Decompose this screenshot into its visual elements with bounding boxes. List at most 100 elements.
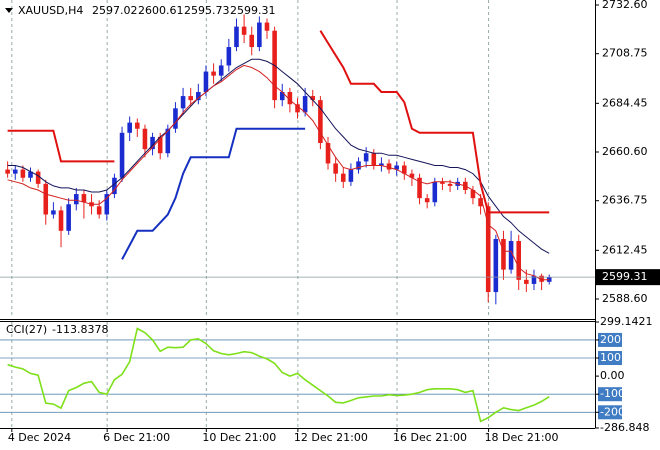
candle-body [539, 275, 544, 282]
candle-body [234, 26, 239, 48]
candle-body [516, 241, 522, 280]
candle-body [356, 161, 361, 170]
candle-body [546, 277, 552, 282]
candle-body [363, 153, 369, 162]
y-tick-label: -100 [600, 387, 625, 400]
last-price-label: 2599.31 [602, 270, 648, 283]
candle-body [173, 108, 178, 129]
x-tick-label: 10 Dec 21:00 [202, 431, 276, 444]
x-tick-label: 6 Dec 21:00 [103, 431, 170, 444]
candle-body [157, 136, 163, 154]
x-tick-label: 18 Dec 21:00 [485, 431, 559, 444]
y-tick-label: 299.1421 [600, 315, 653, 328]
candle-body [51, 210, 56, 215]
candle-body [43, 183, 49, 215]
y-tick-label: 2588.60 [602, 292, 648, 305]
candle-body [96, 206, 102, 215]
indicator-title: CCI(27) [6, 323, 47, 336]
candle-body [508, 241, 514, 270]
candle-body [257, 22, 262, 48]
high-value: 2600.61 [138, 4, 184, 17]
level-label-box [598, 332, 622, 347]
candle-body [119, 132, 125, 178]
candle-body [409, 173, 415, 178]
low-value: 2595.73 [184, 4, 230, 17]
candle-body [12, 169, 18, 174]
candle-body [165, 128, 171, 154]
symbol-menu-arrow[interactable] [5, 8, 13, 13]
candle-body [478, 198, 483, 207]
candle-body [279, 91, 285, 101]
candle-body [287, 91, 293, 105]
indicator-line [7, 30, 550, 214]
indicator-line [7, 64, 550, 281]
candle-body [386, 163, 392, 170]
symbol: XAUUSD,H4 [18, 4, 83, 17]
candle-body [432, 181, 438, 203]
candle-body [73, 194, 79, 205]
candle-body [226, 47, 232, 66]
candle-body [440, 181, 445, 184]
y-tick-label: 0.00 [600, 369, 625, 382]
indicator-line [121, 127, 306, 260]
close-value: 2599.31 [230, 4, 276, 17]
candle-body [188, 96, 193, 101]
y-tick-label: 2660.60 [602, 145, 648, 158]
candle-body [295, 104, 300, 113]
candle-body [218, 65, 224, 76]
candle-body [417, 177, 422, 199]
candle-body [249, 34, 255, 48]
candle-body [348, 169, 354, 182]
indicator-value: -113.8378 [52, 323, 108, 336]
level-label-box [598, 387, 622, 402]
indicator-line [7, 58, 550, 254]
candle-body [241, 26, 247, 35]
candle-body [58, 210, 64, 231]
candle-body [81, 194, 87, 203]
candle-body [524, 279, 529, 284]
x-tick-label: 12 Dec 21:00 [294, 431, 368, 444]
candle-body [501, 238, 506, 270]
level-label-box [598, 405, 622, 420]
candle-body [310, 96, 316, 101]
candle-body [196, 91, 201, 101]
candle-body [424, 198, 430, 203]
candle-body [371, 153, 377, 166]
candle-body [318, 100, 323, 144]
open-value: 2597.02 [92, 4, 138, 17]
y-tick-label: 2732.60 [602, 0, 648, 11]
candle-body [325, 143, 331, 164]
y-tick-label: 100 [600, 351, 621, 364]
candle-body [394, 165, 399, 170]
candle-body [485, 206, 491, 293]
candle-body [66, 204, 71, 231]
y-tick-label: 2636.75 [602, 194, 648, 207]
candle-body [470, 189, 476, 199]
candle-body [264, 22, 270, 31]
cci-line [7, 327, 550, 423]
candle-body [142, 128, 148, 150]
candle-body [104, 194, 110, 215]
candle-body [531, 275, 537, 284]
candle-body [493, 238, 499, 293]
candle-body [402, 165, 407, 174]
candle-body [203, 71, 209, 92]
y-tick-label: 200 [600, 333, 621, 346]
y-tick-label: -200 [600, 405, 625, 418]
candle-body [150, 136, 155, 150]
candle-body [379, 163, 384, 166]
candle-body [302, 96, 308, 113]
candle-body [447, 183, 453, 186]
candle-body [28, 171, 33, 178]
candle-body [333, 163, 338, 174]
candle-body [20, 169, 26, 178]
candle-body [211, 71, 216, 76]
level-label-box [598, 351, 622, 366]
candle-body [112, 177, 117, 195]
candle-body [180, 96, 186, 109]
y-tick-label: 2612.45 [602, 243, 648, 256]
x-tick-label: 16 Dec 21:00 [393, 431, 467, 444]
x-tick-label: 4 Dec 2024 [8, 431, 71, 444]
